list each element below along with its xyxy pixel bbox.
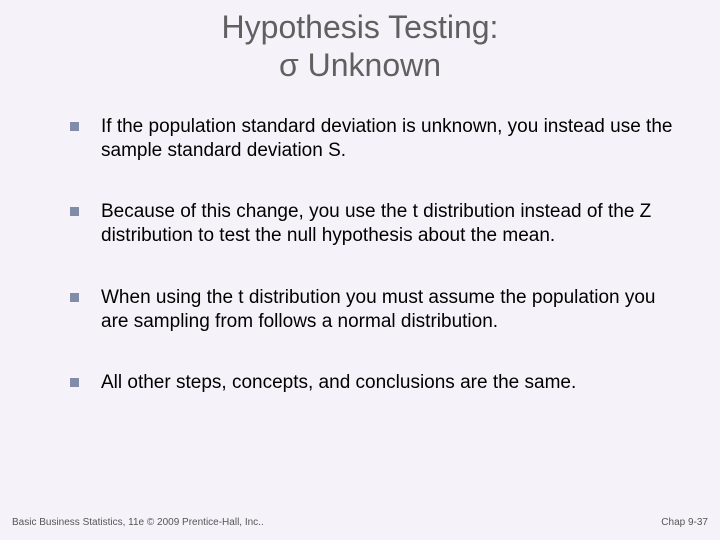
square-bullet-icon (70, 122, 79, 131)
bullet-text: When using the t distribution you must a… (101, 286, 680, 334)
slide-footer: Basic Business Statistics, 11e © 2009 Pr… (12, 517, 708, 528)
list-item: When using the t distribution you must a… (70, 286, 680, 334)
list-item: If the population standard deviation is … (70, 115, 680, 163)
bullet-list: If the population standard deviation is … (0, 85, 720, 395)
footer-left: Basic Business Statistics, 11e © 2009 Pr… (12, 517, 264, 528)
list-item: All other steps, concepts, and conclusio… (70, 371, 680, 395)
square-bullet-icon (70, 293, 79, 302)
title-line-1: Hypothesis Testing: (0, 8, 720, 46)
list-item: Because of this change, you use the t di… (70, 200, 680, 248)
bullet-text: All other steps, concepts, and conclusio… (101, 371, 576, 395)
title-line-2: σ Unknown (0, 46, 720, 84)
slide-title: Hypothesis Testing: σ Unknown (0, 0, 720, 85)
bullet-text: If the population standard deviation is … (101, 115, 680, 163)
bullet-text: Because of this change, you use the t di… (101, 200, 680, 248)
square-bullet-icon (70, 378, 79, 387)
footer-right: Chap 9-37 (661, 517, 708, 528)
square-bullet-icon (70, 207, 79, 216)
